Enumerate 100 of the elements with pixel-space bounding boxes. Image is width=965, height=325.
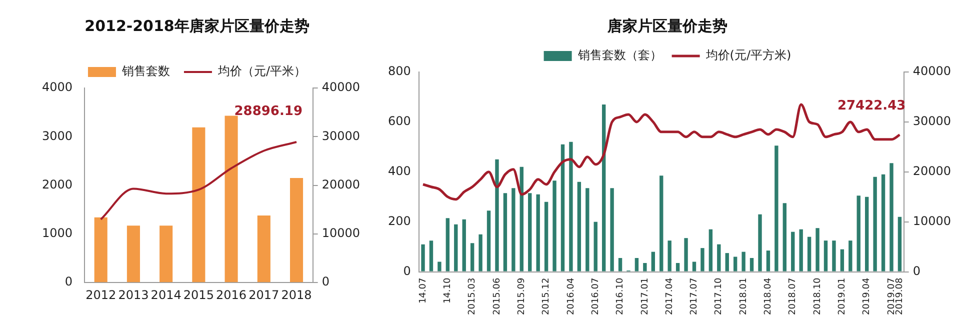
y2-tick-label: 20000 (322, 177, 360, 192)
bar (438, 262, 442, 272)
bar (816, 228, 820, 272)
bar (470, 243, 474, 272)
y-tick-label: 400 (388, 164, 411, 178)
bar (717, 244, 721, 272)
chart-title: 2012-2018年唐家片区量价走势 (84, 16, 310, 35)
bar (684, 238, 688, 272)
bar (462, 219, 466, 272)
data-label: 28896.19 (234, 104, 303, 119)
bar (791, 232, 795, 272)
x-tick-label: 2018.01 (738, 278, 749, 315)
bar (495, 159, 499, 272)
bar (840, 249, 844, 272)
y-tick-label: 600 (388, 114, 411, 128)
bar (700, 248, 704, 272)
bar (750, 258, 754, 272)
legend-label: 均价(元/平方米) (704, 48, 792, 62)
data-label: 27422.43 (837, 98, 906, 114)
bar (429, 240, 434, 272)
bar (544, 202, 548, 272)
x-tick-label: 2014 (150, 288, 182, 302)
x-tick-label: 2017.10 (714, 278, 724, 315)
chart-title: 唐家片区量价走势 (606, 16, 728, 35)
x-tick-label: 2017 (248, 288, 280, 302)
x-tick-label: 2019.01 (838, 278, 848, 315)
bar (126, 226, 140, 282)
y-tick-label: 4000 (42, 80, 73, 94)
bar (848, 240, 852, 272)
bar (594, 222, 598, 272)
x-tick-label: 2017.01 (640, 278, 650, 315)
x-tick-label: 2015.06 (492, 278, 502, 315)
bar (577, 182, 582, 272)
bar (774, 146, 778, 272)
x-tick-label: 2018.10 (812, 278, 823, 315)
y-tick-label: 0 (64, 274, 73, 289)
legend-label: 销售套数（套） (576, 48, 662, 62)
x-tick-label: 2018 (281, 288, 312, 302)
y2-tick-label: 0 (322, 274, 330, 289)
bar (160, 226, 173, 282)
bar (824, 240, 828, 272)
x-tick-label: 14.07 (418, 278, 428, 304)
bar (676, 263, 680, 272)
bar (660, 176, 664, 272)
bar (708, 229, 713, 272)
x-tick-label: 2016.04 (566, 278, 576, 315)
bar (634, 258, 639, 272)
bar (528, 193, 532, 272)
x-tick-label: 2018.07 (788, 278, 798, 315)
y-tick-label: 2000 (42, 177, 73, 192)
y2-tick-label: 10000 (912, 214, 952, 228)
y2-tick-label: 40000 (322, 80, 360, 94)
bar (421, 244, 425, 272)
x-tick-label: 2019.04 (862, 278, 872, 315)
y2-tick-label: 10000 (322, 226, 360, 240)
bar (192, 127, 206, 282)
bar (668, 240, 672, 272)
bar (94, 217, 108, 282)
y-tick-label: 0 (403, 264, 411, 278)
bar (799, 229, 803, 272)
y2-tick-label: 30000 (912, 114, 952, 128)
x-tick-label: 2019.08 (895, 278, 906, 315)
bar (832, 240, 836, 272)
bar (766, 250, 770, 272)
bar (807, 236, 812, 272)
y-tick-label: 200 (388, 214, 411, 228)
bar (692, 262, 696, 272)
bar (486, 210, 491, 272)
x-tick-label: 2016.07 (590, 278, 601, 315)
bar (520, 166, 524, 272)
x-tick-label: 14.10 (443, 278, 454, 304)
bar (536, 194, 540, 272)
bar (782, 203, 786, 272)
bar (864, 196, 869, 272)
line-series (100, 141, 298, 220)
bar (856, 196, 860, 272)
x-tick-label: 2016.10 (616, 278, 626, 315)
x-tick-label: 2015 (183, 288, 214, 302)
x-tick-label: 2017.07 (690, 278, 700, 315)
bar (758, 214, 762, 272)
bar (651, 252, 655, 272)
bar (610, 188, 614, 272)
y2-tick-label: 30000 (322, 128, 360, 143)
bar (742, 252, 746, 272)
legend-label: 均价（元/平米） (216, 64, 306, 78)
bar (602, 104, 606, 272)
bar (881, 174, 886, 272)
bar (512, 188, 516, 272)
x-tick-label: 2015.03 (468, 278, 478, 315)
bar (569, 142, 573, 272)
y2-tick-label: 0 (912, 264, 920, 278)
bar (478, 234, 482, 272)
bar (586, 188, 590, 272)
y2-tick-label: 40000 (912, 64, 952, 78)
bar (224, 116, 238, 282)
bar (454, 224, 458, 272)
x-tick-label: 2016 (216, 288, 247, 302)
bar (446, 218, 450, 272)
x-tick-label: 2018.04 (764, 278, 774, 315)
bar (560, 144, 565, 272)
